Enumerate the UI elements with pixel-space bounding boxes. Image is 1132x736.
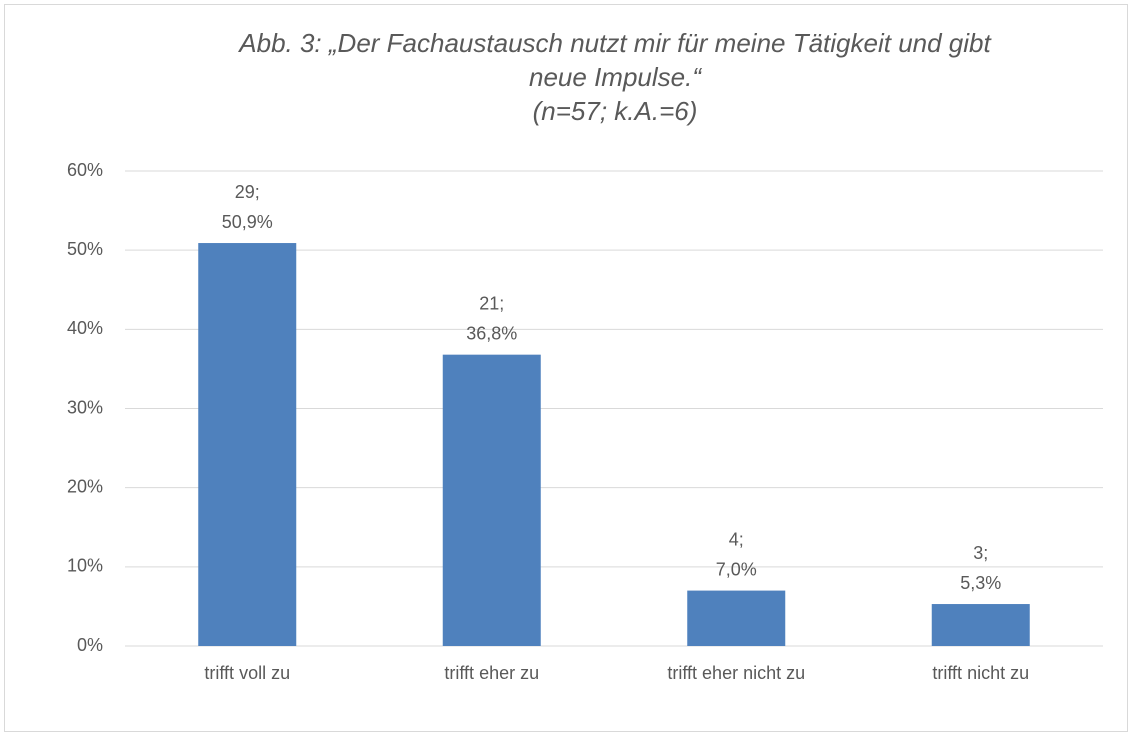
y-tick-label: 10% <box>67 556 103 576</box>
bar <box>442 354 541 646</box>
chart-title: neue Impulse.“ <box>529 62 702 92</box>
y-tick-label: 0% <box>77 635 103 655</box>
chart-title: Abb. 3: „Der Fachaustausch nutzt mir für… <box>237 28 992 58</box>
x-tick-label: trifft nicht zu <box>932 663 1029 683</box>
value-label: 3; <box>973 543 988 563</box>
bar <box>198 243 297 646</box>
y-tick-label: 40% <box>67 318 103 338</box>
value-label: 21; <box>479 293 504 313</box>
value-label: 4; <box>729 529 744 549</box>
value-label: 50,9% <box>222 212 273 232</box>
y-tick-label: 20% <box>67 476 103 496</box>
x-tick-label: trifft voll zu <box>204 663 290 683</box>
bar <box>931 604 1030 646</box>
value-label: 5,3% <box>960 573 1001 593</box>
chart-title: (n=57; k.A.=6) <box>533 96 698 126</box>
value-label: 7,0% <box>716 559 757 579</box>
bar <box>687 590 786 646</box>
value-label: 36,8% <box>466 323 517 343</box>
x-tick-label: trifft eher nicht zu <box>667 663 805 683</box>
y-tick-label: 60% <box>67 160 103 180</box>
y-tick-label: 30% <box>67 397 103 417</box>
y-tick-label: 50% <box>67 239 103 259</box>
value-label: 29; <box>235 182 260 202</box>
x-tick-label: trifft eher zu <box>444 663 539 683</box>
